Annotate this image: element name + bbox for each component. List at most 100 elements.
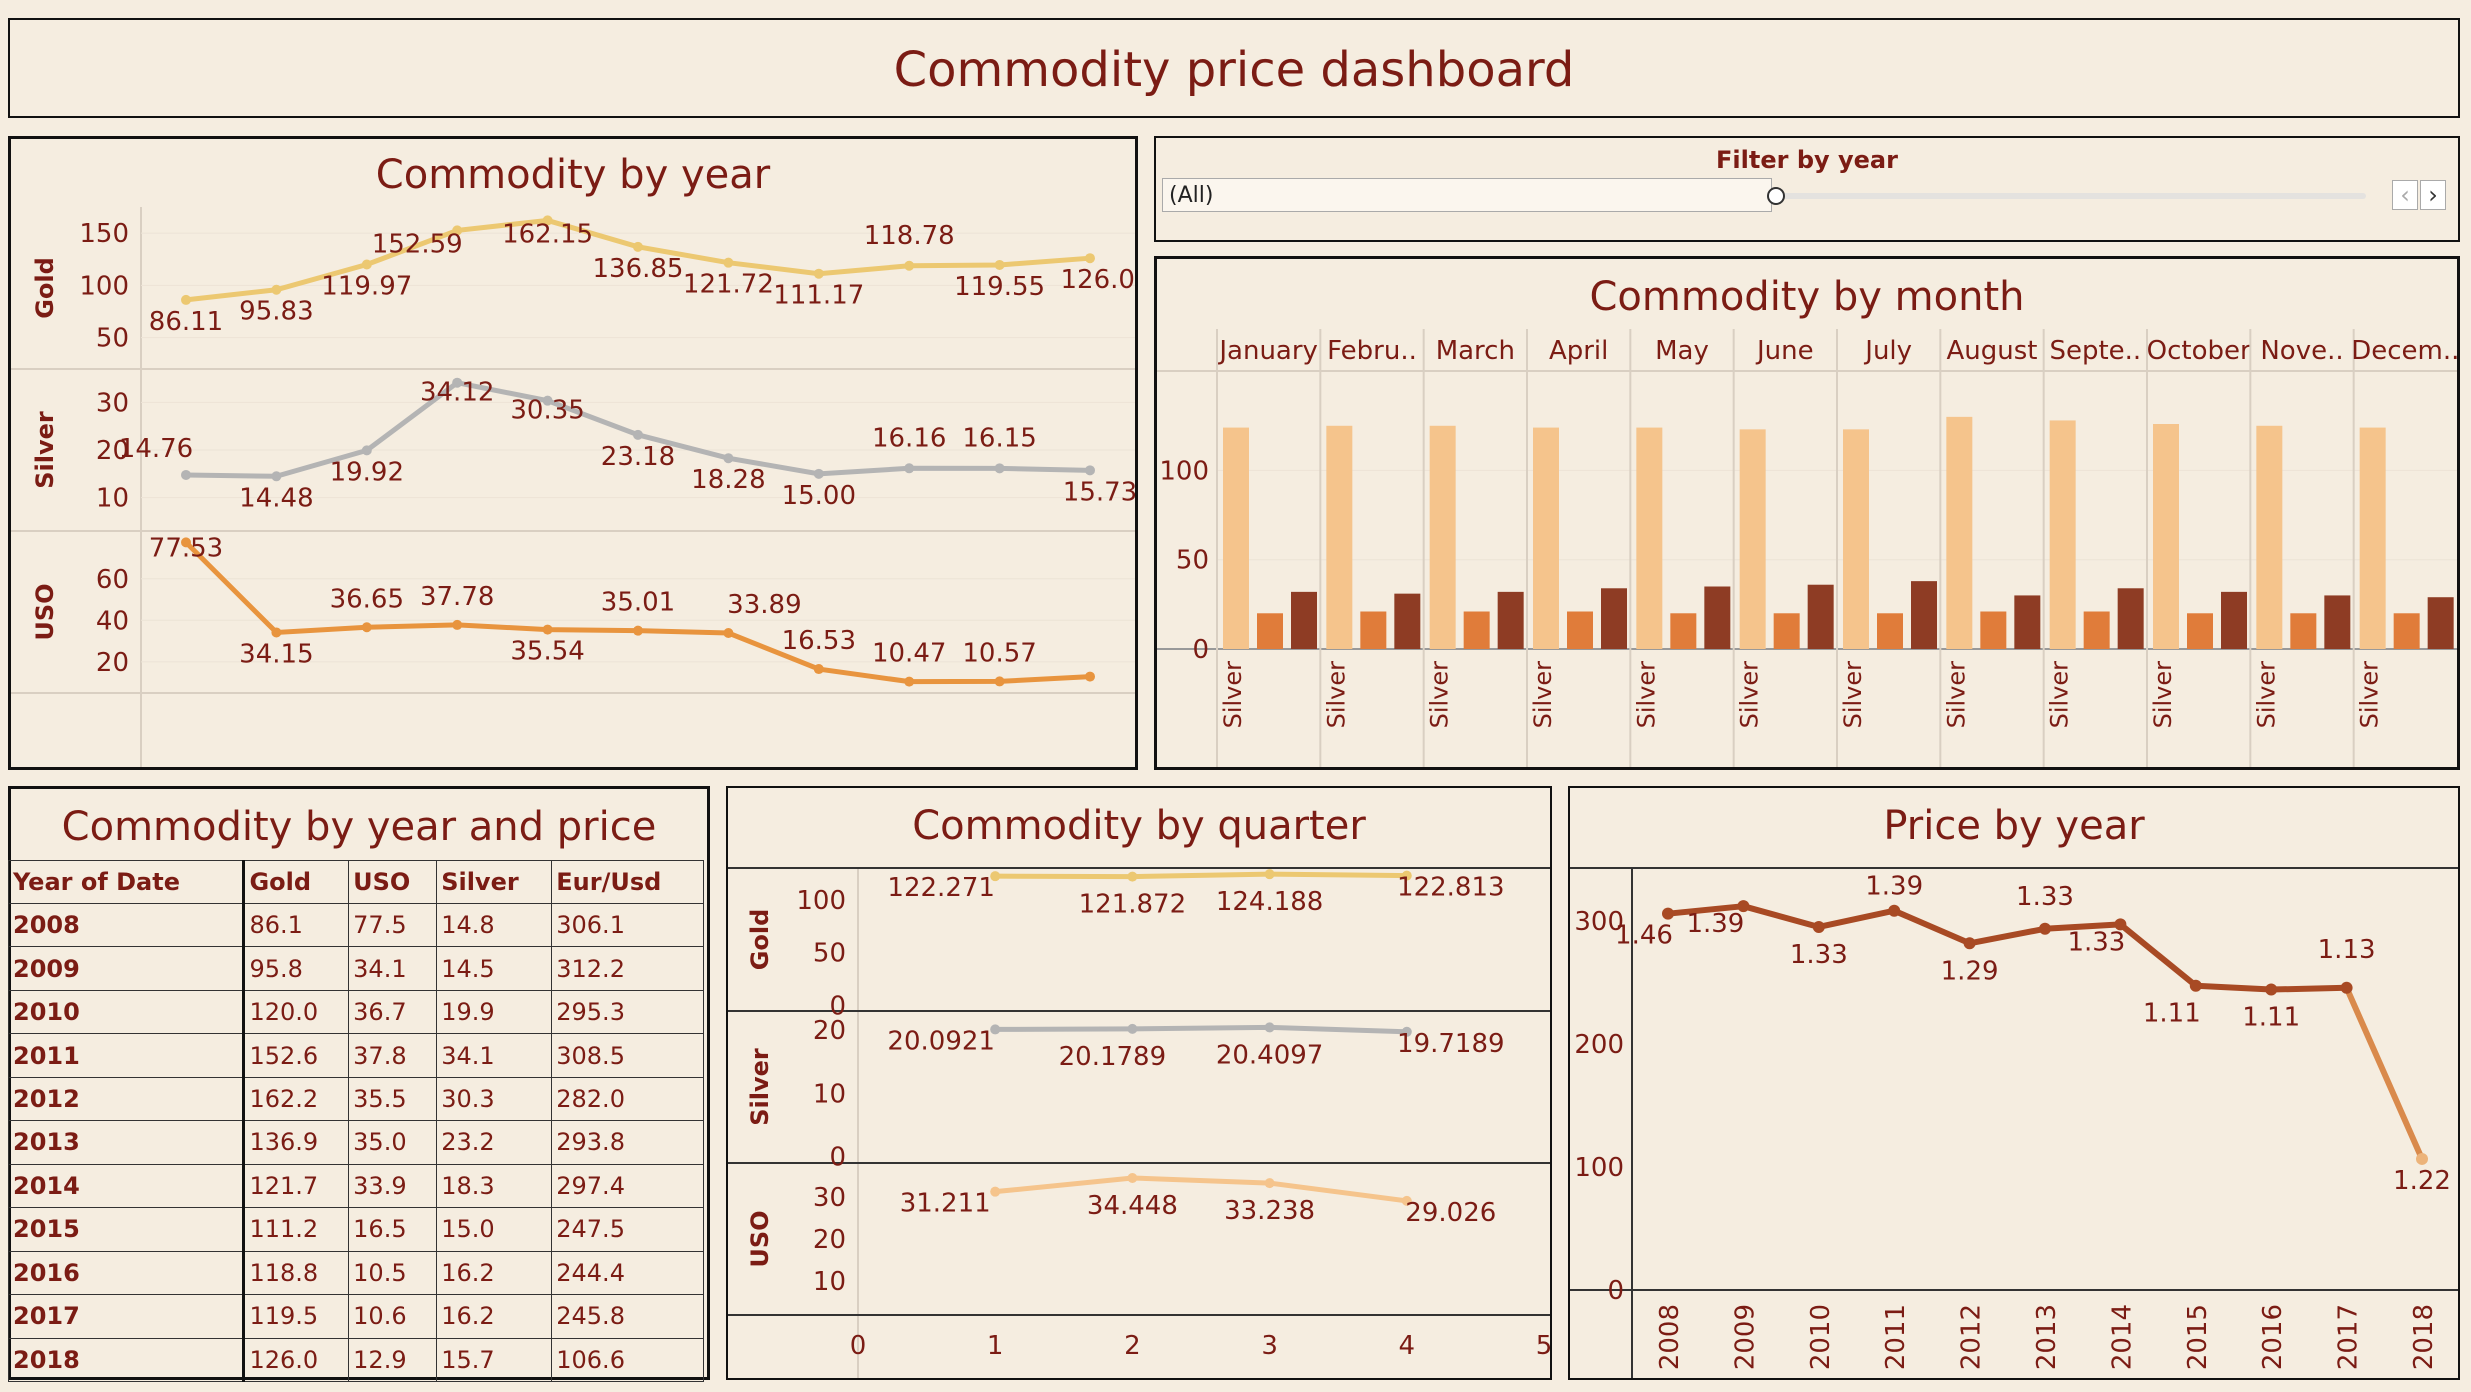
data-point <box>542 624 553 635</box>
data-point <box>990 1024 1001 1035</box>
month-bar <box>1877 613 1903 649</box>
table-cell: 2018 <box>7 1337 246 1383</box>
data-label: 23.18 <box>601 442 675 472</box>
price-line-segment <box>1815 907 1898 930</box>
table-cell: 36.7 <box>348 989 438 1035</box>
table-cell: 86.1 <box>243 902 350 948</box>
month-bar <box>1497 591 1524 649</box>
table-cell: 121.7 <box>243 1163 350 1209</box>
price-line-segment <box>2268 984 2350 993</box>
table-row: 2008 86.1 77.5 14.8 306.1 <box>7 902 704 948</box>
year-filter-select[interactable]: (All) <box>1162 178 1772 212</box>
data-label: 31.211 <box>900 1189 991 1219</box>
y-tick-label: 0 <box>1192 635 1209 665</box>
data-point <box>452 619 463 630</box>
data-point <box>813 268 824 279</box>
table-cell: 162.2 <box>243 1076 350 1122</box>
table-cell: 152.6 <box>243 1033 350 1078</box>
month-label: October <box>2147 336 2251 366</box>
data-label: 152.59 <box>372 229 463 259</box>
month-bar <box>2324 595 2351 649</box>
table-cell: 282.0 <box>551 1076 704 1122</box>
month-bar <box>1946 416 1973 649</box>
series-line <box>994 1175 1408 1204</box>
data-label: 18.28 <box>691 465 765 495</box>
row-label: Silver <box>1632 661 1660 729</box>
year-slider-track[interactable] <box>1776 193 2366 199</box>
table-cell: 35.0 <box>348 1120 438 1165</box>
month-bar <box>2014 595 2041 649</box>
data-label: 1.11 <box>2143 999 2201 1029</box>
data-point <box>181 469 191 480</box>
month-bar <box>2187 613 2213 649</box>
data-label: 119.55 <box>954 272 1045 302</box>
panel-title: Price by year <box>1883 803 2145 849</box>
month-label: Febru.. <box>1327 336 1417 366</box>
y-tick-label: 150 <box>79 219 129 249</box>
data-label: 1.39 <box>1865 872 1923 902</box>
data-label: 20.4097 <box>1216 1040 1324 1070</box>
y-tick-label: 10 <box>813 1079 846 1109</box>
table-cell: 95.8 <box>243 946 350 991</box>
month-bar <box>1739 429 1766 649</box>
table-cell: 293.8 <box>551 1120 704 1165</box>
data-label: 1.29 <box>1941 956 1999 986</box>
month-label: May <box>1655 336 1709 366</box>
table-cell: 14.8 <box>436 902 553 948</box>
table-row: 2014 121.7 33.9 18.3 297.4 <box>7 1163 704 1209</box>
month-bar <box>1291 591 1317 649</box>
data-label: 122.813 <box>1397 873 1505 903</box>
commodity-by-year-chart: 150 100 50 Gold 86.11 95.83 119.97 152.59 162.15… <box>11 207 1135 767</box>
prev-year-button[interactable]: ‹ <box>2392 180 2418 210</box>
data-point <box>2416 1152 2428 1165</box>
table-cell: 10.5 <box>348 1250 438 1296</box>
month-label: June <box>1755 336 1814 366</box>
data-point <box>1085 253 1095 264</box>
data-label: 95.83 <box>239 297 313 327</box>
table-cell: 12.9 <box>348 1337 438 1383</box>
y-tick-label: 200 <box>1574 1030 1624 1060</box>
y-tick-label: 50 <box>813 939 846 969</box>
data-label: 35.54 <box>510 637 584 667</box>
y-tick-label: 0 <box>829 1143 846 1173</box>
next-year-button[interactable]: › <box>2420 180 2446 210</box>
y-tick-label: 100 <box>1574 1153 1624 1183</box>
data-point <box>813 664 824 675</box>
price-line-segment <box>2343 984 2425 1162</box>
month-bar <box>1911 581 1937 649</box>
data-point <box>904 676 915 687</box>
table-cell: 247.5 <box>551 1207 704 1252</box>
data-point <box>1963 937 1976 950</box>
column-header: Year of Date <box>7 860 246 904</box>
data-label: 1.11 <box>2242 1003 2300 1033</box>
table-cell: 15.7 <box>436 1337 553 1383</box>
panel-commodity-by-month: Commodity by month 100 50 0 January Silver Fe… <box>1154 256 2460 770</box>
data-label: 19.92 <box>330 457 404 487</box>
column-header: Silver <box>436 860 553 904</box>
data-point <box>633 429 643 440</box>
table-cell: 34.1 <box>348 946 438 991</box>
y-tick-label: 40 <box>96 606 129 636</box>
table-cell: 10.6 <box>348 1294 438 1339</box>
data-label: 121.72 <box>683 270 774 300</box>
row-label: Silver <box>2356 661 2384 729</box>
data-point <box>452 377 463 388</box>
month-label: August <box>1947 336 2038 366</box>
row-label: Silver <box>1219 661 1247 729</box>
x-tick-label: 2 <box>1124 1331 1141 1361</box>
data-label: 1.39 <box>1686 909 1744 939</box>
row-label: Silver <box>2046 661 2074 729</box>
year-slider-thumb[interactable] <box>1767 187 1785 205</box>
row-label: Silver <box>1839 661 1867 729</box>
table-cell: 23.2 <box>436 1120 553 1165</box>
x-tick-label: 2013 <box>2032 1304 2062 1370</box>
x-tick-label: 2011 <box>1881 1304 1911 1370</box>
month-bar <box>2427 597 2454 649</box>
table-cell: 19.9 <box>436 989 553 1035</box>
table-cell: 16.2 <box>436 1294 553 1339</box>
table-row: 2012 162.2 35.5 30.3 282.0 <box>7 1076 704 1122</box>
price-by-year-chart: 300 200 100 0 1.46 1.39 1.33 1.39 1.29 1.33 1.33 1.… <box>1570 867 2458 1378</box>
data-point <box>1085 465 1095 476</box>
price-line-segment <box>2192 982 2275 993</box>
series-axis-title: Gold <box>746 909 774 971</box>
